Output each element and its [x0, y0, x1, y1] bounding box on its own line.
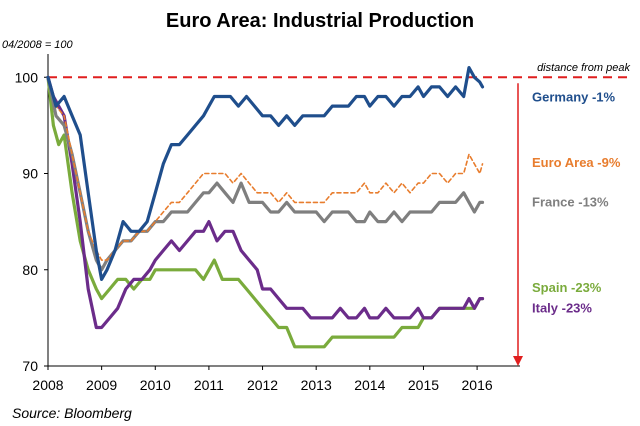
- source-note: Source: Bloomberg: [12, 405, 132, 421]
- plot-area: 70 80 90 100 2008 2009 2010 2011 2012 2013 2014 201…: [15, 54, 632, 393]
- x-tick-label: 2008: [32, 377, 63, 393]
- x-tick-label: 2009: [86, 377, 117, 393]
- x-tick-label: 2012: [247, 377, 278, 393]
- y-tick-label: 70: [22, 358, 38, 374]
- x-tick-label: 2016: [462, 377, 493, 393]
- x-tick-label: 2013: [301, 377, 332, 393]
- series-label-euro-area: Euro Area -9%: [532, 155, 621, 170]
- series-line-italy: [46, 75, 485, 330]
- y-axis-label: 04/2008 = 100: [2, 39, 74, 51]
- series-label-germany: Germany -1%: [532, 90, 616, 105]
- x-tick-label: 2014: [354, 377, 385, 393]
- y-tick-label: 80: [22, 262, 38, 278]
- series-label-italy: Italy -23%: [532, 300, 592, 315]
- series-label-france: France -13%: [532, 194, 609, 209]
- distance-arrow-head: [513, 356, 523, 366]
- x-tick-label: 2015: [408, 377, 439, 393]
- series-line-spain: [46, 75, 485, 349]
- y-tick-label: 90: [22, 166, 38, 182]
- y-tick-label: 100: [15, 69, 39, 85]
- chart-title: Euro Area: Industrial Production: [166, 10, 474, 32]
- reference-line-label: distance from peak: [537, 62, 630, 74]
- x-tick-label: 2010: [140, 377, 171, 393]
- series-line-france: [46, 75, 485, 272]
- series-line-germany: [46, 66, 485, 281]
- series-line-euro-area: [47, 76, 484, 261]
- series-label-spain: Spain -23%: [532, 280, 602, 295]
- x-tick-label: 2011: [194, 377, 224, 393]
